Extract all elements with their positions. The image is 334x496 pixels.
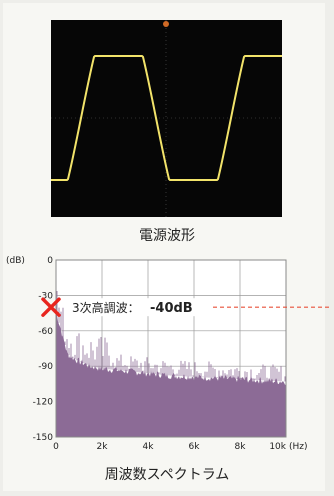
y-tick-label: -90 (38, 362, 53, 372)
x-tick-label: 2k (97, 442, 109, 452)
spectrum-area (56, 312, 286, 437)
x-tick-label: 10k (269, 442, 286, 452)
y-tick-label: 0 (47, 256, 53, 266)
x-mark-stroke (41, 297, 61, 317)
x-tick-label: 6k (189, 442, 201, 452)
annotation-background (68, 298, 208, 317)
x-mark-icon (41, 297, 61, 317)
oscilloscope-display (51, 20, 282, 217)
y-tick-label: -60 (38, 327, 53, 337)
annotation-label: 3次高調波： (72, 300, 140, 315)
spectrum-chart: 0 -30 -60 -90 -120 -150 0 2k 4k 6k 8k 10k (dB) (Hz… (6, 256, 330, 452)
trigger-marker-icon (163, 21, 169, 27)
x-tick-label: 4k (143, 442, 155, 452)
waveform-caption: 電源波形 (139, 228, 195, 244)
annotation-value: -40dB (150, 301, 193, 316)
x-tick-label: 0 (53, 442, 59, 452)
plot-frame (55, 259, 287, 438)
waveform-line (51, 55, 282, 181)
spectrum-harmonics (56, 291, 286, 382)
y-axis-label: (dB) (6, 256, 25, 266)
y-tick-label: -150 (33, 433, 54, 443)
spectrum-caption: 周波数スペクトラム (104, 467, 230, 483)
x-tick-label: 8k (235, 442, 247, 452)
x-axis-unit: (Hz) (289, 442, 308, 452)
y-tick-label: -120 (33, 398, 54, 408)
y-tick-label: -30 (38, 291, 53, 301)
oscilloscope-trace (51, 20, 282, 217)
